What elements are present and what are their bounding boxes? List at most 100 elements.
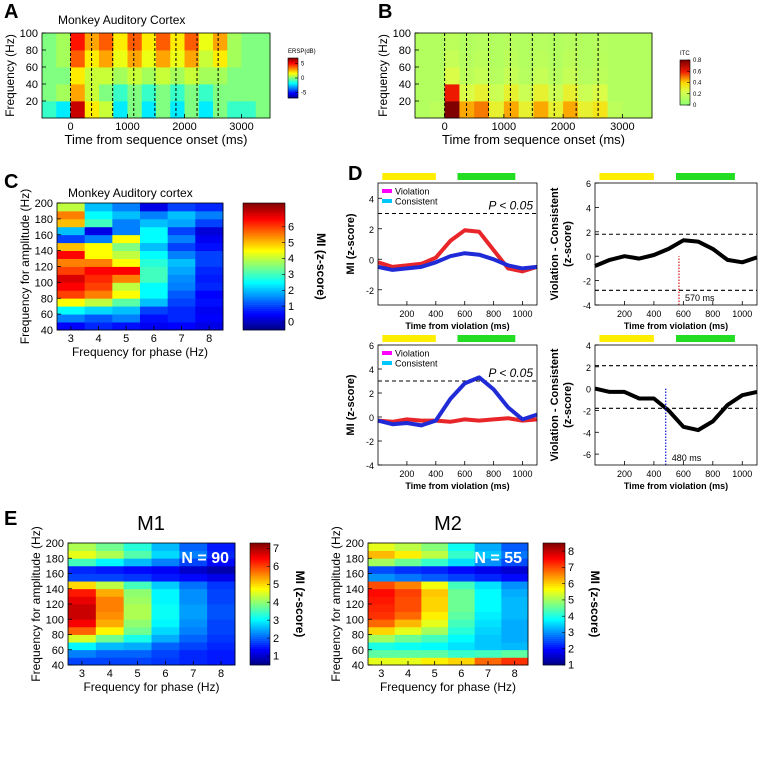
colorbar-step [680,93,690,95]
heatmap-cell [429,33,446,51]
heatmap-cell [241,50,257,68]
colorbar-step [680,63,690,65]
heatmap-cell [421,588,449,597]
heatmap-cell [448,596,476,605]
heatmap-cell [448,573,476,582]
heatmap-cell [113,50,128,68]
heatmap-cell [123,550,152,559]
heatmap-cell [179,604,208,613]
heatmap-cell [95,573,125,582]
colorbar-step [243,321,285,324]
colorbar-step [288,77,298,79]
heatmap-cell [474,596,502,605]
heatmap-cell [213,101,228,119]
legend-label: Consistent [395,359,438,369]
colorbar-step [243,258,285,261]
colorbar-step [250,589,270,593]
x-tick-label: 400 [646,309,661,319]
colorbar-step [250,577,270,580]
heatmap-cell [548,101,564,119]
y-tick-label: 20 [26,96,38,108]
heatmap-cell [179,596,208,605]
plot-frame [594,344,758,466]
heatmap-cell [84,258,113,267]
heatmap-cell [99,67,114,85]
heatmap-cell [57,242,86,252]
colorbar-step [243,294,285,297]
heatmap-cell [95,558,125,567]
heatmap-cell [123,543,152,552]
heatmap-cell [489,33,505,51]
colorbar-tick-label: 7 [568,562,574,574]
colorbar-label: ERSP(dB) [288,49,316,55]
colorbar-step [288,94,298,96]
heatmap-cell [503,33,520,51]
heatmap-cell [474,626,502,635]
colorbar-step [288,67,298,69]
x-axis-label: Time from violation (ms) [405,481,509,491]
y-axis-label: Frequency for amplitude (Hz) [329,526,343,681]
colorbar-step [543,543,565,546]
colorbar-step [543,545,565,548]
heatmap-cell [368,558,396,567]
y-tick-label: 60 [352,645,364,657]
x-tick-label: 3000 [229,121,253,133]
colorbar-step [288,78,298,79]
heatmap-cell [592,33,608,51]
colorbar-tick-label: 4 [288,253,294,265]
y-tick-label: 100 [35,277,53,289]
y-tick-label: 2 [369,225,374,235]
heatmap-cell [637,101,653,119]
heatmap-cell [198,67,214,85]
colorbar-step [680,61,690,63]
heatmap-cell [56,84,71,102]
x-tick-label: 5 [135,668,141,680]
colorbar-tick-label: 6 [273,561,279,573]
colorbar-tick-label: 4 [273,597,279,609]
colorbar-step [680,95,690,97]
colorbar-tick-label: 6 [288,221,294,233]
colorbar-step [680,96,690,98]
heatmap-cell [518,84,534,102]
heatmap-cell [563,67,579,85]
heatmap-cell [179,543,208,552]
heatmap-cell [368,581,396,590]
colorbar-step [250,632,270,635]
heatmap-cell [592,101,608,119]
heatmap-cell [68,558,97,567]
y-tick-label: 80 [41,293,53,305]
colorbar-step [543,626,565,629]
x-tick-label: 800 [705,469,720,479]
colorbar-step [250,569,270,572]
colorbar-step [288,80,298,82]
y-tick-label: 60 [41,309,53,321]
heatmap-cell [167,290,196,299]
x-tick-label: 6 [458,668,464,680]
colorbar-step [243,264,285,267]
plot-frame [377,344,538,466]
heatmap-cell [368,604,396,613]
colorbar-step [288,60,298,62]
heatmap-cell [112,226,141,236]
colorbar-step [680,72,690,74]
heatmap-cell [141,84,157,102]
y-tick-label: 4 [369,194,374,204]
heatmap-cell [548,50,564,68]
colorbar-step [543,642,565,645]
mean-line [594,238,758,268]
x-tick-label: 600 [676,469,691,479]
chart-title: M1 [137,513,165,535]
heatmap-cell [57,282,86,291]
x-tick-label: 7 [190,668,196,680]
heatmap-cell [394,543,422,552]
y-tick-label: 100 [393,28,411,40]
colorbar-step [288,82,298,83]
x-tick-label: 200 [617,309,632,319]
heatmap-cell [241,33,257,51]
heatmap-cell [622,84,638,102]
colorbar-tick-label: 3 [288,269,294,281]
heatmap-cell [112,242,141,252]
heatmap-cell [394,581,422,590]
colorbar-step [243,241,285,244]
colorbar-step [250,628,270,631]
